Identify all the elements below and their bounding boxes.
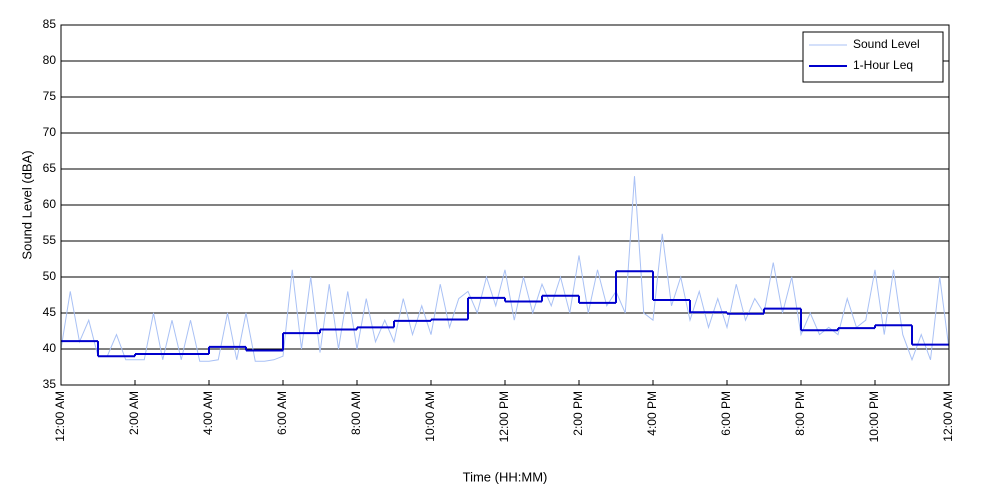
- x-tick-label: 12:00 AM: [53, 391, 67, 442]
- x-tick-label: 4:00 PM: [645, 391, 659, 436]
- legend-label: 1-Hour Leq: [853, 58, 913, 72]
- y-tick-label: 70: [43, 125, 57, 139]
- legend-label: Sound Level: [853, 37, 920, 51]
- y-tick-label: 60: [43, 197, 57, 211]
- line-series: [60, 176, 950, 362]
- y-tick-label: 40: [43, 341, 57, 355]
- x-tick-label: 10:00 AM: [423, 391, 437, 442]
- x-tick-label: 12:00 PM: [497, 391, 511, 442]
- x-tick-label: 12:00 AM: [941, 391, 955, 442]
- x-tick-label: 8:00 PM: [793, 391, 807, 436]
- x-tick-label: 2:00 PM: [571, 391, 585, 436]
- legend-box: [802, 31, 944, 83]
- y-tick-label: 55: [43, 233, 57, 247]
- y-tick-label: 65: [43, 161, 57, 175]
- y-tick-label: 75: [43, 89, 57, 103]
- x-tick-label: 2:00 AM: [127, 391, 141, 435]
- x-tick-label: 6:00 AM: [275, 391, 289, 435]
- y-tick-label: 35: [43, 377, 57, 391]
- y-tick-label: 50: [43, 269, 57, 283]
- plot-frame: [60, 24, 950, 386]
- x-tick-label: 6:00 PM: [719, 391, 733, 436]
- x-axis-label: Time (HH:MM): [463, 469, 548, 484]
- x-tick-label: 4:00 AM: [201, 391, 215, 435]
- y-axis-label: Sound Level (dBA): [19, 150, 34, 259]
- x-tick-label: 10:00 PM: [867, 391, 881, 442]
- y-tick-label: 80: [43, 53, 57, 67]
- y-tick-label: 85: [43, 17, 57, 31]
- x-tick-label: 8:00 AM: [349, 391, 363, 435]
- y-tick-label: 45: [43, 305, 57, 319]
